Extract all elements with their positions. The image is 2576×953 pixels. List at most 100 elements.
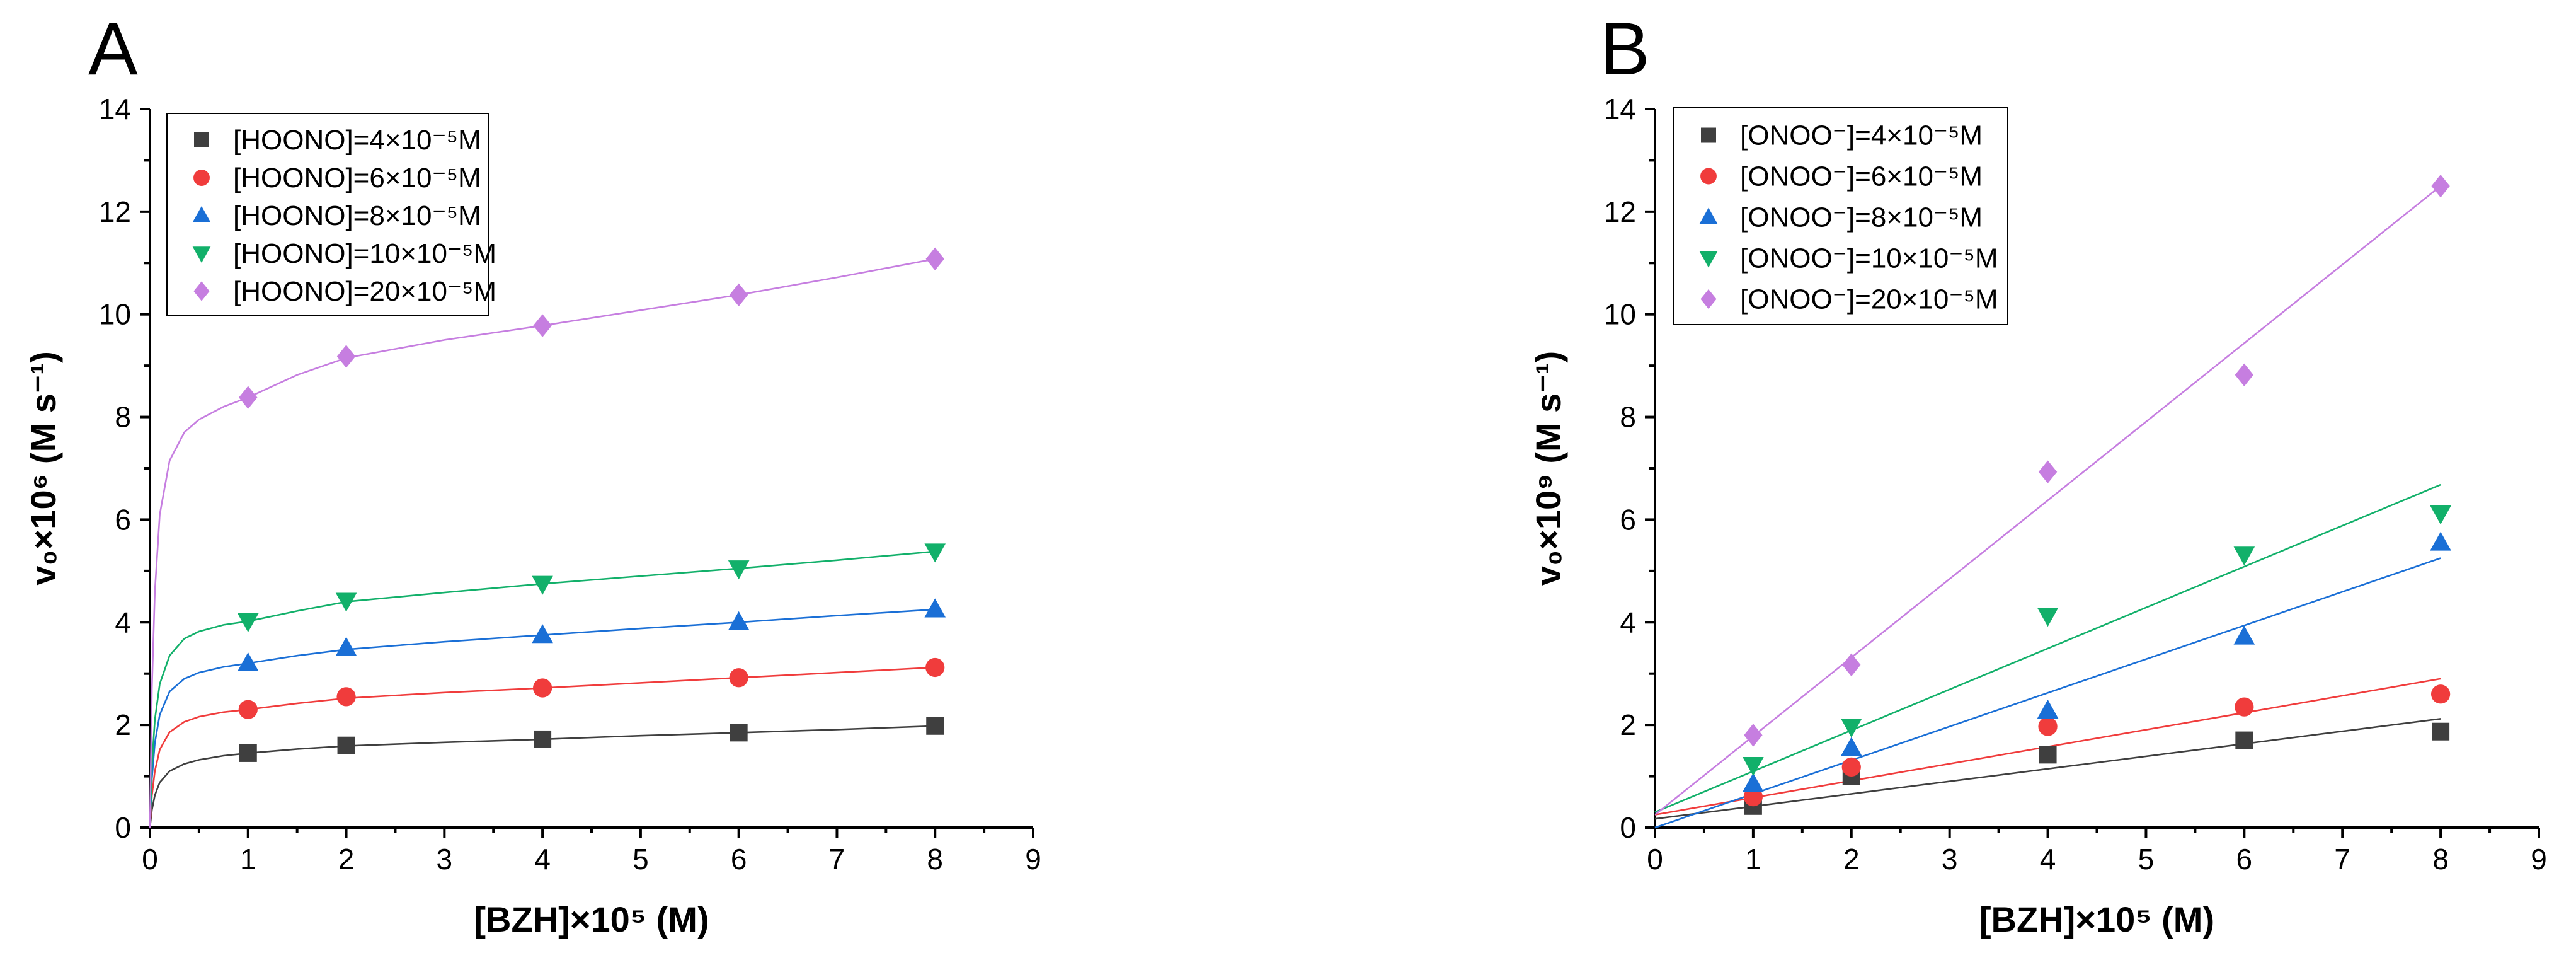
data-point xyxy=(2430,531,2451,551)
data-point xyxy=(2430,505,2451,525)
data-point xyxy=(925,247,944,270)
x-tick-label: 1 xyxy=(1745,843,1761,875)
x-axis-title: [BZH]×10⁵ (M) xyxy=(474,899,709,939)
x-tick-label: 3 xyxy=(1942,843,1958,875)
data-point xyxy=(728,611,750,630)
data-point xyxy=(1744,724,1763,747)
fit-line xyxy=(1654,483,2441,813)
data-point xyxy=(2233,546,2255,566)
y-tick-label: 10 xyxy=(99,298,131,331)
y-tick-label: 10 xyxy=(1604,298,1636,331)
data-point xyxy=(1842,653,1861,677)
data-point xyxy=(728,560,750,580)
data-point xyxy=(1743,757,1764,777)
legend-marker xyxy=(192,206,211,222)
x-tick-label: 7 xyxy=(829,843,845,875)
data-point xyxy=(238,700,258,719)
data-point xyxy=(2432,722,2450,741)
y-tick-label: 14 xyxy=(99,93,131,125)
fit-line xyxy=(1654,557,2441,829)
data-point xyxy=(924,598,946,618)
data-point xyxy=(336,687,356,707)
legend-entry: [ONOO⁻]=20×10⁻⁵M xyxy=(1740,284,1998,315)
x-tick-label: 6 xyxy=(2236,843,2253,875)
data-point xyxy=(2431,174,2450,198)
legend-marker xyxy=(1700,289,1717,309)
legend-marker xyxy=(192,246,211,263)
data-point xyxy=(2233,625,2255,645)
y-tick-label: 4 xyxy=(115,606,131,638)
legend-marker xyxy=(1699,207,1718,224)
legend: [ONOO⁻]=4×10⁻⁵M [ONOO⁻]=6×10⁻⁵M [ONOO⁻]=8×… xyxy=(1673,107,2008,325)
data-point xyxy=(2038,717,2058,736)
legend-marker xyxy=(1701,127,1716,143)
data-point xyxy=(237,652,259,672)
y-tick-label: 8 xyxy=(115,401,131,434)
x-tick-label: 4 xyxy=(534,843,551,875)
data-point xyxy=(337,736,355,754)
data-point xyxy=(534,730,552,748)
y-tick-label: 4 xyxy=(1620,606,1636,638)
x-tick-label: 5 xyxy=(2138,843,2155,875)
panel-label: B xyxy=(1600,8,1650,91)
data-point xyxy=(730,724,748,742)
x-tick-label: 7 xyxy=(2334,843,2350,875)
legend-entry: [ONOO⁻]=8×10⁻⁵M xyxy=(1740,202,1983,233)
legend-box xyxy=(1673,107,2008,325)
legend-entry: [ONOO⁻]=4×10⁻⁵M xyxy=(1740,120,1983,151)
y-tick-label: 6 xyxy=(1620,503,1636,536)
legend-marker xyxy=(1700,168,1717,185)
data-point xyxy=(729,668,748,688)
data-point xyxy=(336,345,356,368)
legend-entry: [HOONO]=8×10⁻⁵M xyxy=(233,200,481,231)
legend-box xyxy=(166,113,489,316)
x-tick-label: 0 xyxy=(142,843,158,875)
x-axis-title: [BZH]×10⁵ (M) xyxy=(1979,899,2214,939)
data-point xyxy=(239,744,257,762)
y-tick-label: 0 xyxy=(1620,811,1636,844)
data-point xyxy=(2038,460,2058,483)
data-point xyxy=(925,657,945,678)
x-tick-label: 8 xyxy=(2432,843,2449,875)
legend-marker xyxy=(1699,251,1718,268)
legend: [HOONO]=4×10⁻⁵M [HOONO]=6×10⁻⁵M [HOONO]=8×… xyxy=(166,113,496,316)
fit-line xyxy=(1654,718,2441,820)
legend-entry: [HOONO]=6×10⁻⁵M xyxy=(233,163,481,193)
data-point xyxy=(335,592,357,612)
x-tick-label: 9 xyxy=(2531,843,2547,875)
y-tick-label: 2 xyxy=(115,708,131,741)
y-tick-label: 14 xyxy=(1604,93,1636,125)
y-tick-label: 0 xyxy=(115,811,131,844)
data-point xyxy=(1840,718,1862,738)
data-point xyxy=(239,386,258,409)
x-tick-label: 5 xyxy=(633,843,649,875)
data-point xyxy=(2039,746,2057,764)
x-tick-label: 1 xyxy=(240,843,256,875)
x-tick-label: 0 xyxy=(1647,843,1663,875)
legend-entry: [ONOO⁻]=10×10⁻⁵M xyxy=(1740,243,1998,274)
y-tick-label: 8 xyxy=(1620,401,1636,434)
x-tick-label: 9 xyxy=(1025,843,1041,875)
data-point xyxy=(1743,787,1763,807)
y-axis-title: v₀×10⁹ (M s⁻¹) xyxy=(1528,351,1568,586)
y-tick-label: 12 xyxy=(1604,195,1636,228)
legend-entry: [HOONO]=20×10⁻⁵M xyxy=(233,276,496,307)
y-axis-title: v₀×10⁶ (M s⁻¹) xyxy=(23,351,63,586)
legend-marker xyxy=(193,170,210,186)
y-tick-label: 2 xyxy=(1620,708,1636,741)
data-point xyxy=(1743,773,1764,792)
legend-marker xyxy=(193,281,210,301)
data-point xyxy=(532,575,553,595)
fit-line xyxy=(1654,185,2441,816)
data-point xyxy=(532,678,552,698)
data-point xyxy=(237,613,259,633)
x-tick-label: 8 xyxy=(927,843,943,875)
legend-entry: [ONOO⁻]=6×10⁻⁵M xyxy=(1740,161,1983,192)
x-tick-label: 4 xyxy=(2040,843,2056,875)
x-tick-label: 2 xyxy=(338,843,355,875)
data-point xyxy=(2235,363,2254,386)
data-point xyxy=(1840,737,1862,756)
